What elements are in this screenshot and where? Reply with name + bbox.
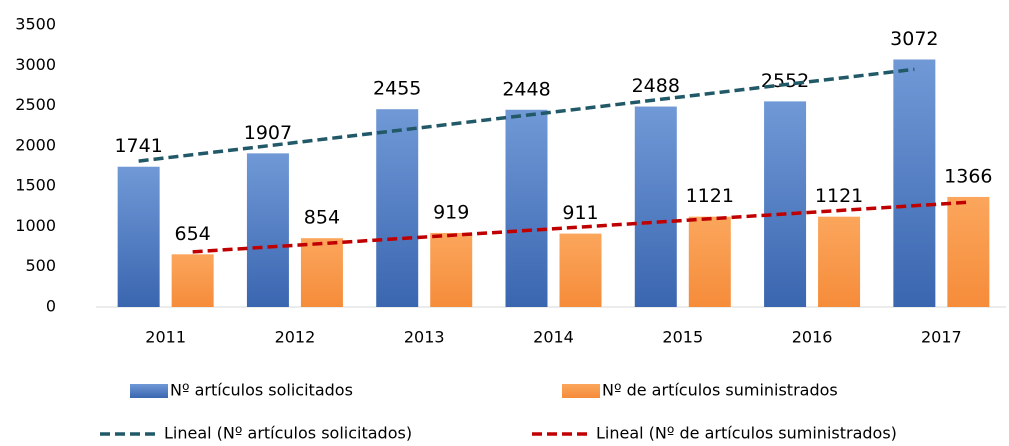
- data-label: 1121: [815, 185, 863, 207]
- data-label: 911: [562, 202, 598, 224]
- data-label: 919: [433, 201, 469, 223]
- bar: [893, 59, 936, 307]
- y-tick-label: 500: [25, 256, 56, 275]
- data-label: 1741: [114, 135, 162, 157]
- legend-label: Lineal (Nº de artículos suministrados): [596, 424, 897, 443]
- bar: [246, 153, 289, 307]
- bar: [764, 101, 807, 307]
- legend-label: Nº de artículos suministrados: [602, 381, 838, 400]
- bar: [171, 254, 214, 307]
- legend-label: Nº artículos solicitados: [170, 381, 353, 400]
- data-label: 2448: [502, 78, 550, 100]
- bar: [300, 238, 343, 307]
- y-tick-label: 2000: [15, 135, 56, 154]
- x-tick-label: 2017: [921, 328, 962, 347]
- bar: [117, 166, 160, 307]
- y-tick-label: 1000: [15, 216, 56, 235]
- bar: [818, 216, 861, 307]
- y-tick-label: 0: [46, 297, 56, 316]
- legend-swatch: [562, 384, 600, 398]
- bar: [559, 233, 602, 307]
- legend-label: Lineal (Nº artículos solicitados): [164, 424, 412, 443]
- x-tick-label: 2013: [404, 328, 445, 347]
- y-tick-label: 2500: [15, 95, 56, 114]
- bar: [430, 232, 473, 307]
- data-label: 3072: [890, 28, 938, 50]
- bar: [688, 216, 731, 307]
- data-label: 1907: [244, 122, 292, 144]
- data-label: 654: [175, 223, 211, 245]
- x-tick-label: 2012: [275, 328, 316, 347]
- x-tick-label: 2014: [533, 328, 574, 347]
- bar: [634, 106, 677, 307]
- data-label: 1121: [686, 185, 734, 207]
- y-tick-label: 3500: [15, 15, 56, 34]
- trend-line: [192, 200, 969, 254]
- data-label: 1366: [944, 165, 992, 187]
- data-label: 2455: [373, 78, 421, 100]
- data-label: 854: [304, 207, 340, 229]
- x-tick-label: 2015: [662, 328, 703, 347]
- x-tick-label: 2011: [145, 328, 186, 347]
- legend-swatch: [130, 384, 168, 398]
- data-label: 2488: [632, 75, 680, 97]
- y-tick-label: 3000: [15, 55, 56, 74]
- y-tick-label: 1500: [15, 176, 56, 195]
- x-tick-label: 2016: [792, 328, 833, 347]
- bar: [505, 109, 548, 308]
- trend-line: [138, 67, 915, 163]
- bar: [947, 196, 990, 307]
- bar: [376, 109, 419, 307]
